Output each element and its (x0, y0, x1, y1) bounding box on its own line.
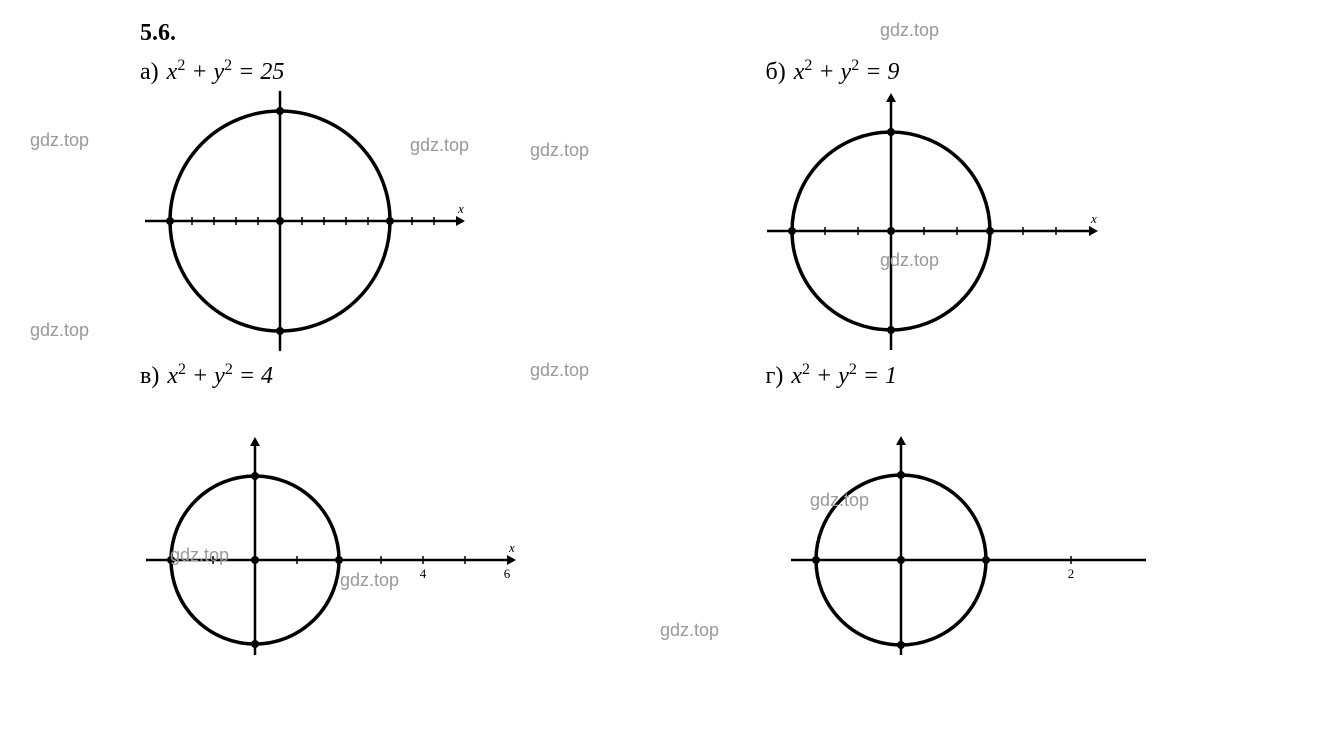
svg-text:2: 2 (1067, 566, 1074, 581)
circle-graph: x (140, 91, 520, 351)
item-label: г) (766, 363, 784, 389)
problems-grid: а)x2 + y2 = 25xб)x2 + y2 = 9xв)x2 + y2 =… (140, 57, 1311, 655)
equation-x: x (167, 363, 178, 389)
problem-item: б)x2 + y2 = 9x (766, 57, 1312, 351)
svg-text:4: 4 (420, 566, 427, 581)
equation-y: + y (186, 363, 225, 389)
svg-text:6: 6 (504, 566, 511, 581)
power: 2 (849, 361, 857, 378)
circle-graph: x (766, 91, 1146, 351)
equation-x: x (791, 363, 802, 389)
circle-graph: 23x (766, 395, 1146, 655)
graph-container: 4 6 x (140, 395, 686, 655)
power: 2 (224, 57, 232, 74)
watermark: gdz.top (30, 320, 89, 341)
problem-number: 5.6. (140, 20, 1311, 47)
item-label: б) (766, 59, 786, 85)
svg-text:x: x (508, 540, 515, 555)
power: 2 (802, 361, 810, 378)
problem-item: в)x2 + y2 = 446x (140, 361, 686, 655)
equation-rhs: = 9 (859, 59, 899, 85)
equation: г)x2 + y2 = 1 (766, 361, 1312, 390)
watermark: gdz.top (30, 130, 89, 151)
equation: б)x2 + y2 = 9 (766, 57, 1312, 86)
equation-x: x (167, 59, 178, 85)
equation-y: + y (810, 363, 849, 389)
power: 2 (178, 361, 186, 378)
graph-container: 23x (766, 395, 1312, 655)
problem-item: г)x2 + y2 = 123x (766, 361, 1312, 655)
equation-rhs: = 4 (233, 363, 273, 389)
svg-text:x: x (1090, 211, 1097, 226)
svg-text:x: x (457, 201, 464, 216)
graph-container: x (140, 91, 686, 351)
equation-rhs: = 1 (857, 363, 897, 389)
equation-y: + y (185, 59, 224, 85)
problem-item: а)x2 + y2 = 25x (140, 57, 686, 351)
circle-graph: 4 6 x (140, 395, 520, 655)
equation-x: x (794, 59, 805, 85)
power: 2 (225, 361, 233, 378)
item-label: а) (140, 59, 159, 85)
equation-rhs: = 25 (232, 59, 284, 85)
equation: а)x2 + y2 = 25 (140, 57, 686, 86)
graph-container: x (766, 91, 1312, 351)
equation-y: + y (812, 59, 851, 85)
item-label: в) (140, 363, 159, 389)
equation: в)x2 + y2 = 4 (140, 361, 686, 390)
